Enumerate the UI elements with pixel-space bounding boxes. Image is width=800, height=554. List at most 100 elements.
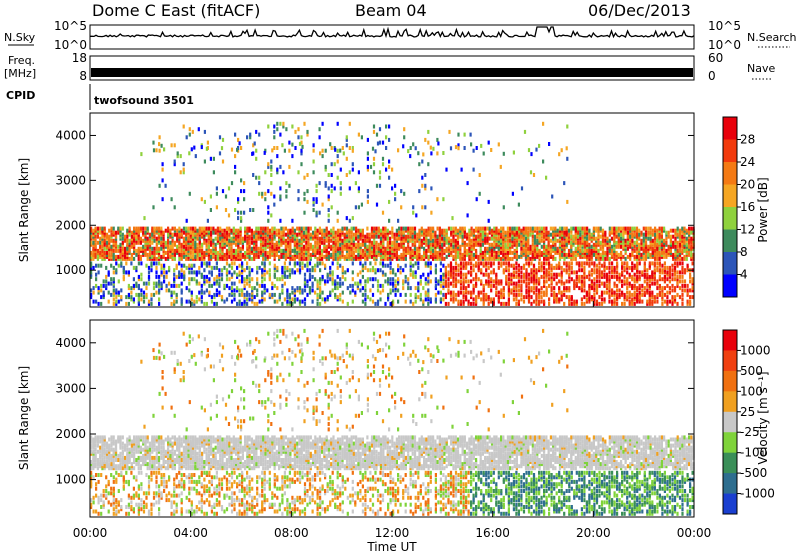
power-cell <box>368 248 371 253</box>
power-cell <box>668 270 671 275</box>
power-cell <box>319 301 322 306</box>
power-cell <box>370 248 374 253</box>
power-cell <box>311 265 314 270</box>
power-cell <box>500 232 503 237</box>
power-cell <box>484 252 487 257</box>
power-cell <box>628 274 631 279</box>
power-cell <box>213 292 216 297</box>
power-cell <box>361 299 364 304</box>
power-cell <box>487 265 490 270</box>
power-cell <box>457 279 460 284</box>
power-cell <box>296 254 299 259</box>
power-cell <box>575 301 578 306</box>
power-cell <box>617 232 620 237</box>
power-cell <box>580 263 583 268</box>
nsky-trace <box>90 26 695 39</box>
power-cell <box>336 261 339 266</box>
power-cell <box>223 299 226 304</box>
power-cell <box>601 238 605 243</box>
power-cell <box>356 272 359 277</box>
power-cell <box>484 236 487 241</box>
power-cell <box>319 290 322 295</box>
power-cell <box>95 283 98 288</box>
power-cell <box>454 238 457 243</box>
power-cell <box>660 226 663 231</box>
power-cell <box>620 236 623 241</box>
power-cell <box>334 238 337 243</box>
nsky-tick-high: 10^5 <box>54 19 87 33</box>
power-cell <box>681 297 684 302</box>
power-cell <box>411 228 414 233</box>
power-cell <box>210 265 213 270</box>
power-cell <box>502 288 505 293</box>
power-cell <box>108 248 111 253</box>
power-cell <box>377 246 380 251</box>
power-cell <box>608 290 611 295</box>
power-cell <box>215 301 218 306</box>
power-cell <box>507 281 510 286</box>
power-cell <box>427 254 430 259</box>
power-cell <box>282 226 285 231</box>
power-cell <box>463 240 466 245</box>
power-cell <box>125 270 128 275</box>
power-cell <box>200 263 203 268</box>
power-cell <box>271 292 274 297</box>
power-cell <box>633 290 636 295</box>
power-cell <box>668 265 671 270</box>
power-cell <box>555 265 558 270</box>
power-cell <box>318 250 321 255</box>
power-cell <box>628 283 631 288</box>
power-cell <box>110 292 113 297</box>
power-cell <box>280 230 283 235</box>
power-cell <box>678 270 682 275</box>
power-cell <box>306 263 309 268</box>
power-cell <box>215 279 218 284</box>
power-cell <box>618 292 621 297</box>
power-cell <box>658 277 661 282</box>
power-cell <box>646 283 649 288</box>
power-cell <box>90 261 93 266</box>
power-cell <box>215 205 218 210</box>
power-cell <box>142 226 145 231</box>
power-cell <box>325 236 328 241</box>
power-cell <box>626 279 629 284</box>
power-cell <box>441 236 444 241</box>
power-cell <box>323 232 326 237</box>
power-cell <box>160 228 163 233</box>
power-cell <box>616 274 619 279</box>
power-cell <box>459 263 463 268</box>
power-cell <box>658 286 661 291</box>
power-cell <box>656 256 659 261</box>
power-cell <box>674 228 677 233</box>
power-cell <box>412 274 415 279</box>
power-cell <box>495 290 498 295</box>
power-cell <box>386 240 389 245</box>
power-cell <box>588 297 591 302</box>
power-cell <box>434 297 437 302</box>
power-cell <box>472 252 475 257</box>
power-cell <box>653 272 656 277</box>
power-cell <box>238 292 241 297</box>
power-cell <box>463 234 466 239</box>
power-cell <box>422 272 425 277</box>
power-cell <box>281 268 284 273</box>
power-cell <box>289 238 292 243</box>
power-cell <box>570 240 573 245</box>
power-cell <box>115 261 118 266</box>
power-cell <box>472 286 475 291</box>
power-cell <box>319 279 322 284</box>
power-cell <box>563 240 566 245</box>
power-cell <box>325 238 328 243</box>
power-cell <box>631 283 634 288</box>
power-cell <box>540 261 543 266</box>
power-cell <box>255 248 258 253</box>
power-cell <box>373 248 376 253</box>
power-cell <box>681 261 684 266</box>
power-cell <box>616 292 619 297</box>
power-cell <box>200 290 203 295</box>
power-cell <box>572 238 575 243</box>
power-cell <box>252 208 255 212</box>
power-cell <box>583 270 586 275</box>
power-cell <box>604 238 607 243</box>
power-cell <box>157 238 161 243</box>
